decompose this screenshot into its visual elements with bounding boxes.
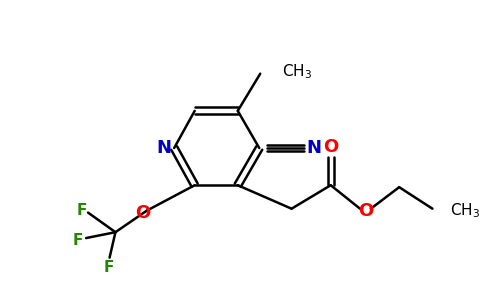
Text: N: N — [157, 139, 172, 157]
Text: O: O — [323, 138, 338, 156]
Text: F: F — [104, 260, 114, 275]
Text: F: F — [73, 232, 83, 247]
Text: O: O — [135, 204, 151, 222]
Text: CH$_3$: CH$_3$ — [450, 201, 480, 220]
Text: N: N — [306, 139, 321, 157]
Text: O: O — [358, 202, 374, 220]
Text: F: F — [77, 203, 88, 218]
Text: CH$_3$: CH$_3$ — [282, 62, 312, 81]
